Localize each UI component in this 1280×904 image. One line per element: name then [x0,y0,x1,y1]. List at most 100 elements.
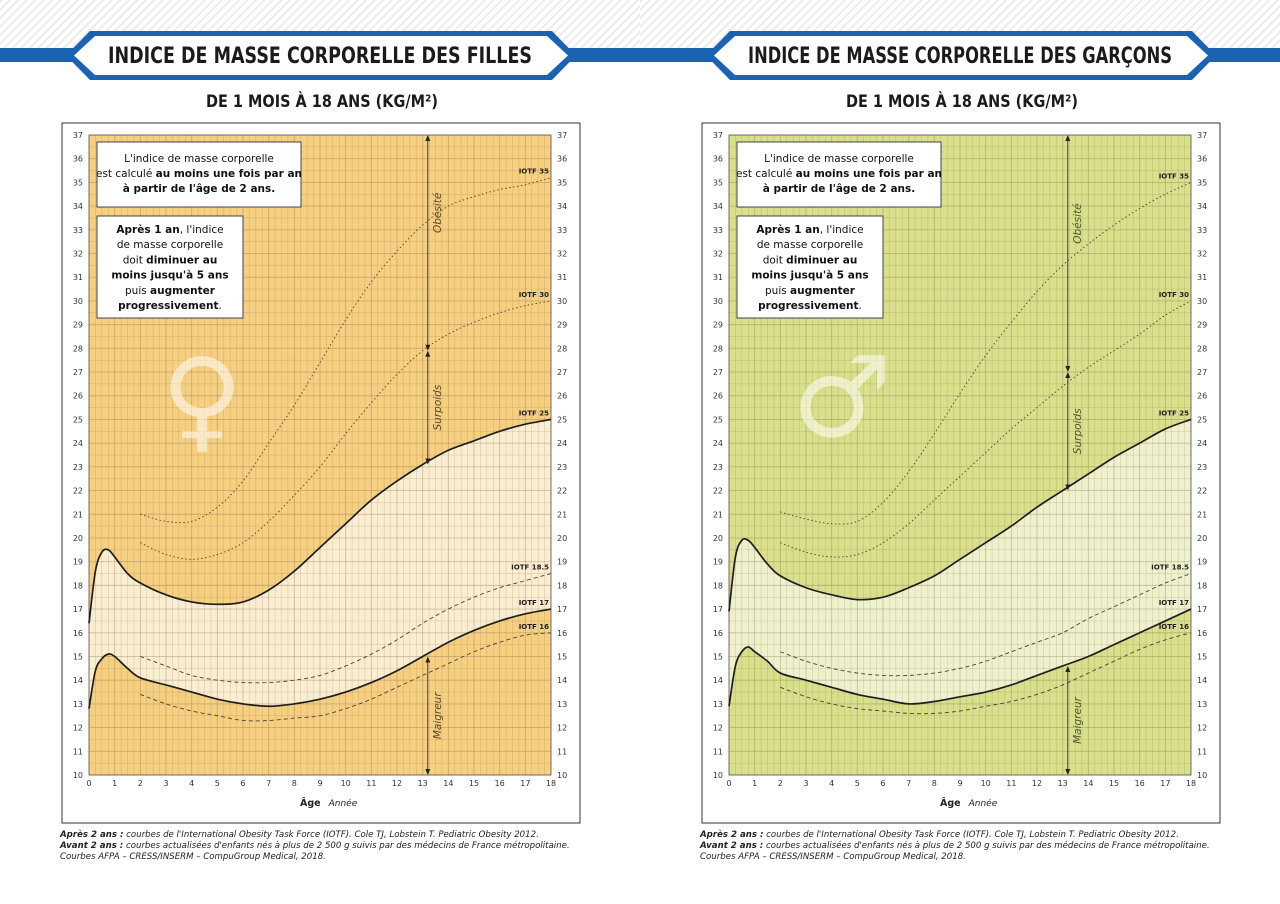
x-tick-label: 10 [341,779,351,788]
y-tick-label-right: 16 [1197,629,1207,638]
y-tick-label-right: 36 [557,155,567,164]
y-tick-label-right: 33 [1197,226,1207,235]
zone-arrow-head-top [425,135,431,141]
y-tick-label-right: 11 [557,747,567,756]
x-tick-label: 1 [112,779,117,788]
y-tick-label-left: 24 [713,439,723,448]
y-tick-label-left: 25 [73,415,83,424]
x-tick-label: 0 [86,779,91,788]
series-line-iotf-16 [140,632,552,722]
y-tick-label-left: 13 [73,700,83,709]
male-symbol-icon: ♂ [792,333,892,463]
x-tick-label: 13 [418,779,428,788]
series-label: IOTF 25 [1159,409,1189,417]
footnote-label-before-2: Avant 2 ans : [60,841,124,851]
y-tick-label-left: 30 [713,297,723,306]
y-tick-label-left: 19 [713,558,723,567]
y-tick-label-left: 18 [73,581,83,590]
x-tick-label: 16 [495,779,505,788]
x-tick-label: 2 [778,779,783,788]
series-line-iotf-30 [140,300,552,560]
series-line-iotf-16 [780,632,1192,715]
x-tick-label: 4 [189,779,194,788]
x-tick-label: 9 [317,779,322,788]
plot-border [88,134,552,776]
girls-chart-panel: INDICE DE MASSE CORPORELLE DES FILLES DE … [0,0,640,862]
footnote-text-after-2: courbes de l'International Obesity Task … [763,830,1179,840]
zone-arrow-head-bottom [1065,484,1071,491]
footnote-label-after-2: Après 2 ans : [60,830,124,840]
zone-arrow-head-bottom [425,344,431,351]
y-tick-label-left: 10 [73,771,83,780]
y-tick-label-left: 16 [713,629,723,638]
note-line: doit diminuer au [123,254,218,266]
y-tick-label-right: 20 [1197,534,1207,543]
y-tick-label-right: 25 [557,415,567,424]
zone-arrow-head-top [1065,665,1071,672]
y-tick-label-left: 20 [73,534,83,543]
zone-arrow-head-bottom [425,458,431,465]
grid [728,134,1192,776]
x-tick-label: 9 [957,779,962,788]
zone-label: Obésité [432,192,444,233]
y-tick-label-left: 36 [713,155,723,164]
x-tick-label: 16 [1135,779,1145,788]
y-tick-label-left: 27 [73,368,83,377]
note-line: doit diminuer au [763,254,858,266]
x-tick-label: 8 [292,779,297,788]
zone-label: Obésité [1072,203,1084,244]
footnote-text-before-2: courbes actualisées d'enfants nés à plus… [60,841,570,862]
y-tick-label-right: 35 [1197,178,1207,187]
banner-inner [714,36,1208,75]
y-tick-label-left: 11 [73,747,83,756]
y-tick-label-left: 25 [713,415,723,424]
y-tick-label-right: 35 [557,178,567,187]
y-tick-label-right: 30 [557,297,567,306]
footnote-text-before-2: courbes actualisées d'enfants nés à plus… [700,841,1210,862]
y-tick-label-right: 22 [557,487,567,496]
y-tick-label-right: 26 [557,392,567,401]
y-tick-label-right: 31 [1197,273,1207,282]
series-label: IOTF 30 [1159,291,1189,299]
y-tick-label-right: 26 [1197,392,1207,401]
series-line-iotf-35 [140,177,552,524]
x-tick-label: 11 [1006,779,1016,788]
y-tick-label-left: 16 [73,629,83,638]
y-tick-label-right: 34 [1197,202,1207,211]
boys-source-footnote: Après 2 ans : courbes de l'International… [700,830,1220,863]
x-tick-label: 17 [1160,779,1170,788]
y-tick-label-right: 19 [557,558,567,567]
series-line-iotf-18-5 [780,573,1192,677]
y-tick-label-right: 24 [557,439,567,448]
zone-arrow-head-bottom [1065,769,1071,775]
x-tick-label: 12 [392,779,402,788]
y-tick-label-right: 32 [1197,250,1207,259]
y-tick-label-right: 10 [557,771,567,780]
y-tick-label-right: 21 [557,510,567,519]
y-tick-label-right: 31 [557,273,567,282]
boys-chart-panel: INDICE DE MASSE CORPORELLE DES GARÇONS DE… [640,0,1280,904]
y-tick-label-right: 13 [557,700,567,709]
x-tick-label: 5 [215,779,220,788]
y-tick-label-right: 21 [1197,510,1207,519]
y-tick-label-left: 33 [73,226,83,235]
note-line: de masse corporelle [117,239,223,251]
y-tick-label-right: 33 [557,226,567,235]
note-line: Après 1 an, l'indice [116,224,223,236]
x-tick-label: 4 [829,779,834,788]
series-label: IOTF 16 [1159,623,1189,631]
y-tick-label-right: 20 [557,534,567,543]
y-tick-label-left: 22 [73,487,83,496]
series-line-iotf-25 [88,418,552,624]
y-tick-label-right: 18 [557,581,567,590]
y-tick-label-left: 15 [713,652,723,661]
note-line: moins jusqu'à 5 ans [111,270,228,282]
series-label: IOTF 16 [519,623,549,631]
series-label: IOTF 25 [519,409,549,417]
zone-arrow-head-bottom [425,769,431,775]
note-box-trend [96,215,244,319]
y-tick-label-left: 36 [73,155,83,164]
series-label: IOTF 17 [1159,599,1189,607]
y-tick-label-left: 34 [713,202,723,211]
x-axis-label: Âge Année [300,797,358,809]
